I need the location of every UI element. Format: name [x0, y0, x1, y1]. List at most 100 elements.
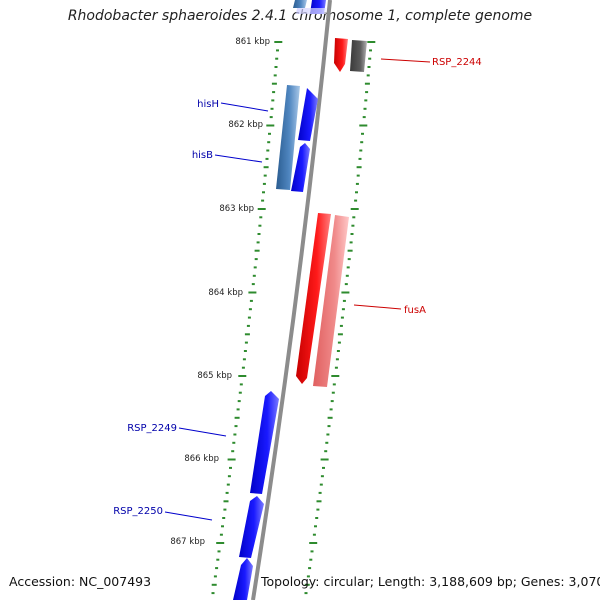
scale-tick: [360, 141, 364, 144]
callout-fusa: [353, 304, 402, 310]
scale-tick: [262, 191, 265, 194]
scale-tick: [352, 216, 356, 219]
scale-tick: [350, 233, 354, 235]
scale-tick: [356, 166, 362, 169]
scale-tick: [341, 308, 345, 311]
gene-feature-his-light: [276, 85, 300, 190]
scale-tick: [344, 283, 348, 286]
scale-tick: [334, 366, 338, 369]
callout-rsp2249: [178, 427, 227, 437]
scale-tick: [346, 266, 350, 269]
scale-tick: [236, 408, 240, 411]
scale-tick: [259, 216, 263, 219]
scale-tick: [232, 441, 236, 444]
scale-tick: [361, 132, 364, 135]
scale-tick: [242, 358, 246, 361]
scale-tick: [306, 575, 310, 578]
scale-tick: [331, 391, 335, 394]
scale-tick: [244, 333, 250, 336]
scale-tick: [369, 49, 372, 52]
scale-tick: [310, 550, 314, 553]
scale-tick: [324, 450, 328, 453]
scale-tick: [233, 433, 237, 436]
scale-tick: [266, 149, 270, 152]
scale-tick: [359, 149, 363, 152]
scale-tick: [363, 107, 367, 110]
scale-tick: [243, 350, 247, 352]
gene-label-rsp2250: RSP_2250: [113, 506, 163, 517]
scale-tick: [247, 316, 251, 319]
scale-tick: [217, 550, 221, 553]
scale-tick: [271, 99, 275, 102]
scale-tick: [219, 533, 223, 536]
scale-tick: [234, 416, 240, 419]
scale-tick: [326, 433, 330, 436]
kbp-label: 865 kbp: [197, 371, 232, 381]
gene-label-hish: hisH: [197, 99, 219, 110]
scale-tick: [216, 542, 225, 544]
scale-tick: [309, 558, 313, 561]
scale-tick: [347, 249, 353, 252]
scale-tick: [211, 592, 215, 595]
scale-tick: [238, 375, 247, 377]
gene-label-fusa: fusA: [404, 305, 426, 316]
scale-tick: [354, 199, 358, 202]
gene-feature: [350, 40, 367, 72]
scale-tick: [312, 533, 316, 536]
scale-tick: [227, 475, 231, 478]
gene-feature: [296, 8, 327, 14]
scale-tick: [221, 525, 224, 528]
scale-tick: [251, 283, 255, 286]
scale-tick: [359, 124, 368, 127]
scale-tick: [275, 57, 279, 60]
scale-tick: [268, 132, 271, 135]
scale-tick: [368, 57, 372, 60]
scale-tick: [253, 266, 257, 269]
scale-tick: [254, 249, 260, 252]
scale-tick: [349, 241, 353, 244]
scale-tick: [351, 224, 355, 227]
scale-tick: [263, 166, 269, 169]
scale-tick: [270, 107, 274, 110]
scale-tick: [248, 291, 257, 294]
gene-feature-rsp2244: [334, 38, 348, 72]
scale-tick: [366, 74, 370, 77]
scale-tick: [274, 41, 283, 43]
kbp-label: 866 kbp: [184, 454, 219, 464]
scale-tick: [226, 483, 230, 486]
scale-tick: [249, 299, 253, 302]
scale-tick: [223, 500, 229, 503]
scale-tick: [272, 91, 276, 94]
scale-tick: [244, 341, 248, 344]
gene-feature-fusa: [296, 213, 331, 384]
scale-tick: [276, 49, 279, 52]
scale-tick: [322, 466, 325, 469]
scale-tick: [315, 517, 319, 519]
gene-label-rsp2244: RSP_2244: [432, 57, 482, 68]
scale-tick: [362, 116, 366, 119]
kbp-label: 863 kbp: [219, 204, 254, 214]
scale-tick: [231, 450, 235, 453]
scale-tick: [261, 199, 265, 202]
scale-tick: [355, 191, 358, 194]
scale-tick: [342, 299, 346, 302]
scale-tick: [257, 233, 261, 235]
scale-tick: [239, 383, 243, 386]
scale-tick: [337, 341, 341, 344]
scale-tick: [266, 124, 275, 127]
scale-tick: [267, 141, 271, 144]
scale-tick: [331, 375, 340, 377]
scale-tick: [367, 66, 371, 68]
gene-feature-rsp2250: [239, 496, 264, 558]
gene-feature-hish: [298, 88, 318, 141]
scale-tick: [237, 400, 241, 403]
scale-tick: [327, 416, 333, 419]
scale-tick: [314, 525, 317, 528]
scale-tick: [227, 458, 236, 461]
gene-label-rsp2249: RSP_2249: [127, 423, 177, 434]
gene-callouts: [164, 58, 431, 521]
map-title: Rhodobacter sphaeroides 2.4.1 chromosome…: [67, 8, 533, 24]
callout-hish: [220, 102, 269, 112]
